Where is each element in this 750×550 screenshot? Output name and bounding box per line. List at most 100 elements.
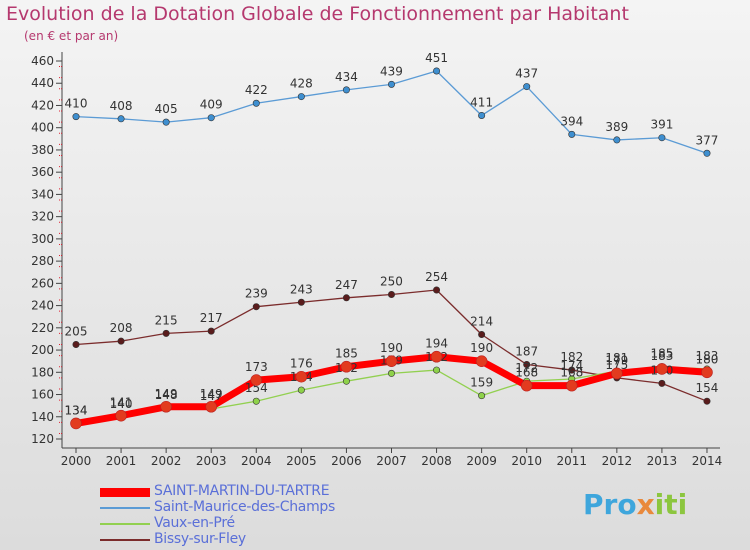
- y-tick-label: 280: [31, 254, 54, 268]
- x-tick-label: 2013: [647, 454, 678, 468]
- data-label: 179: [605, 353, 628, 367]
- data-point: [520, 379, 533, 392]
- proxiti-logo: Proxiti: [583, 488, 688, 521]
- x-tick-label: 2011: [556, 454, 587, 468]
- data-label: 190: [380, 341, 403, 355]
- data-label: 409: [200, 98, 223, 112]
- y-tick-label: 420: [31, 98, 54, 112]
- x-tick-label: 2005: [286, 454, 317, 468]
- y-tick-label: 360: [31, 165, 54, 179]
- data-label: 154: [696, 381, 719, 395]
- data-label: 172: [515, 361, 538, 375]
- data-label: 250: [380, 274, 403, 288]
- y-tick-label: 200: [31, 343, 54, 357]
- x-tick-label: 2004: [241, 454, 272, 468]
- data-point: [72, 113, 80, 121]
- data-label: 134: [65, 403, 88, 417]
- legend-item: Vaux-en-Pré: [100, 515, 460, 532]
- data-point: [611, 367, 623, 380]
- data-point: [297, 93, 305, 101]
- y-tick-label: 460: [31, 54, 54, 68]
- data-point: [658, 134, 666, 142]
- data-label: 185: [335, 347, 358, 361]
- x-tick-label: 2014: [692, 454, 723, 468]
- legend: SAINT-MARTIN-DU-TARTRE Saint-Maurice-des-…: [100, 483, 460, 548]
- data-label: 411: [470, 95, 493, 109]
- data-label: 154: [245, 381, 268, 395]
- legend-swatch: [100, 523, 150, 525]
- data-point: [430, 350, 443, 363]
- data-label: 180: [696, 352, 719, 366]
- legend-label: Bissy-sur-Fley: [154, 531, 246, 547]
- x-tick-label: 2001: [106, 454, 137, 468]
- x-tick-label: 2000: [61, 454, 92, 468]
- data-label: 174: [560, 359, 583, 373]
- data-point: [115, 409, 127, 422]
- legend-swatch: [100, 539, 150, 541]
- data-point: [433, 67, 441, 75]
- x-tick-label: 2010: [511, 454, 542, 468]
- data-point: [342, 86, 350, 94]
- data-label: 140: [110, 397, 133, 411]
- data-label: 239: [245, 287, 268, 301]
- data-point: [387, 290, 395, 298]
- data-point: [523, 83, 531, 91]
- data-point: [342, 377, 350, 385]
- x-tick-label: 2008: [421, 454, 452, 468]
- legend-swatch: [100, 487, 150, 497]
- data-point: [252, 303, 260, 311]
- data-point: [523, 361, 531, 369]
- data-label: 377: [696, 133, 719, 147]
- data-label: 168: [560, 366, 583, 380]
- data-point: [385, 355, 398, 367]
- data-point: [703, 149, 711, 157]
- data-point: [297, 298, 305, 306]
- legend-item: Saint-Maurice-des-Champs: [100, 499, 460, 516]
- data-label: 217: [200, 311, 223, 325]
- y-tick-label: 140: [31, 410, 54, 424]
- data-label: 148: [155, 388, 178, 402]
- y-tick-label: 380: [31, 143, 54, 157]
- data-label: 422: [245, 83, 268, 97]
- data-point: [117, 115, 125, 123]
- data-point: [252, 99, 260, 107]
- data-point: [387, 80, 395, 88]
- data-label: 243: [290, 282, 313, 296]
- data-point: [160, 400, 172, 413]
- data-point: [252, 397, 260, 405]
- data-label: 181: [605, 351, 628, 365]
- data-label: 410: [65, 97, 88, 111]
- data-point: [70, 417, 82, 430]
- data-label: 214: [470, 314, 493, 328]
- y-tick-label: 300: [31, 232, 54, 246]
- data-label: 182: [560, 350, 583, 364]
- data-point: [565, 379, 578, 392]
- x-tick-label: 2006: [331, 454, 362, 468]
- data-point: [295, 370, 308, 383]
- data-label: 247: [335, 278, 358, 292]
- x-tick-label: 2012: [602, 454, 633, 468]
- data-label: 394: [560, 114, 583, 128]
- data-label: 183: [696, 349, 719, 363]
- data-point: [340, 360, 353, 373]
- data-label: 175: [605, 358, 628, 372]
- data-label: 190: [470, 341, 493, 355]
- data-point: [205, 400, 218, 413]
- data-label: 215: [155, 313, 178, 327]
- data-label: 194: [425, 337, 448, 351]
- data-label: 389: [605, 120, 628, 134]
- legend-label: Saint-Maurice-des-Champs: [154, 499, 336, 515]
- data-point: [478, 330, 486, 338]
- data-point: [72, 340, 80, 348]
- legend-item: Bissy-sur-Fley: [100, 531, 460, 548]
- data-point: [568, 130, 576, 138]
- data-point: [162, 118, 170, 126]
- data-label: 408: [110, 99, 133, 113]
- data-point: [613, 136, 621, 144]
- y-tick-label: 340: [31, 187, 54, 201]
- data-point: [207, 327, 215, 335]
- data-point: [478, 111, 486, 119]
- data-label: 434: [335, 70, 358, 84]
- data-label: 168: [515, 366, 538, 380]
